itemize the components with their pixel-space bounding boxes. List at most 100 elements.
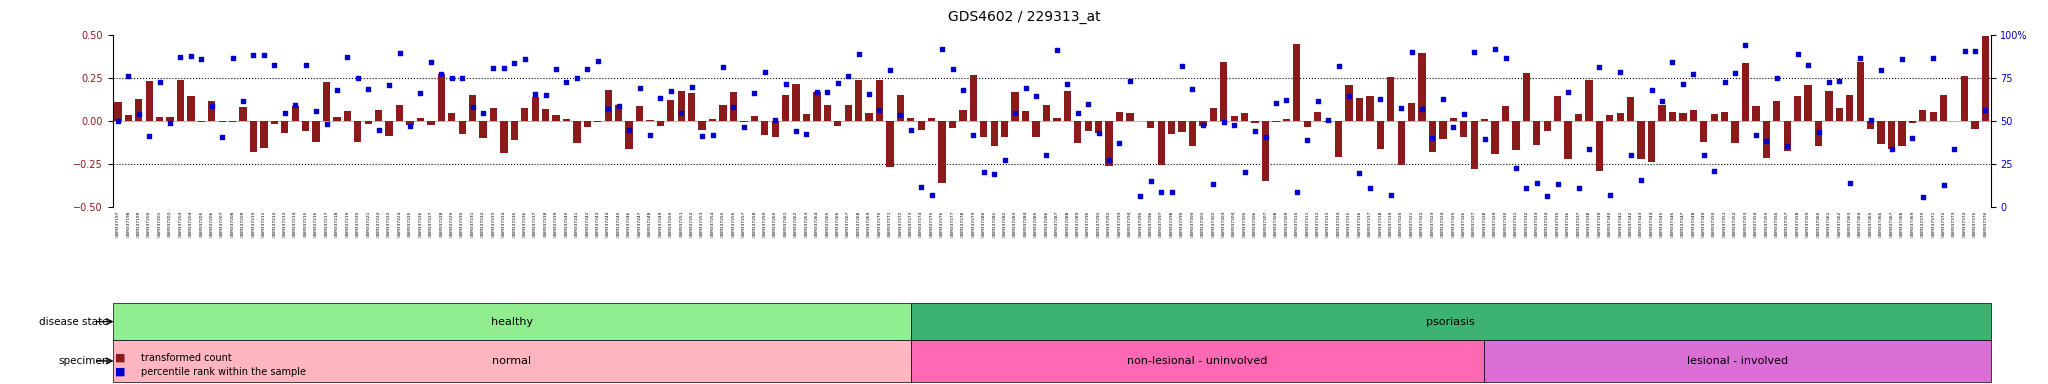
Bar: [553, 115, 559, 121]
Point: [676, 84, 709, 90]
Text: GSM337223: GSM337223: [387, 210, 391, 237]
Bar: [176, 79, 184, 121]
Text: GSM337211: GSM337211: [262, 210, 266, 237]
Bar: [1325, 121, 1331, 122]
Point: [1114, 78, 1147, 84]
Bar: [156, 117, 164, 121]
Text: GSM337339: GSM337339: [1597, 210, 1602, 237]
Bar: [385, 121, 393, 136]
Bar: [1835, 108, 1843, 121]
Bar: [1053, 118, 1061, 121]
Bar: [678, 91, 684, 121]
Bar: [971, 75, 977, 121]
Point: [436, 75, 469, 81]
Point: [1499, 165, 1532, 171]
Bar: [1450, 118, 1456, 121]
Text: GSM337236: GSM337236: [522, 210, 526, 237]
Point: [612, 127, 645, 133]
Bar: [186, 96, 195, 121]
Bar: [1460, 121, 1468, 137]
Text: ■: ■: [115, 353, 125, 363]
Text: non-lesional - uninvolved: non-lesional - uninvolved: [1126, 356, 1268, 366]
Point: [1061, 109, 1094, 116]
Point: [1853, 117, 1886, 123]
Point: [467, 110, 500, 116]
Point: [1384, 104, 1417, 111]
Point: [1270, 97, 1303, 103]
Bar: [1106, 121, 1112, 167]
Point: [1927, 182, 1960, 188]
Point: [1520, 180, 1552, 186]
Text: GDS4602 / 229313_at: GDS4602 / 229313_at: [948, 10, 1100, 23]
Bar: [113, 340, 911, 382]
Point: [1208, 119, 1241, 125]
Text: GSM337352: GSM337352: [1733, 210, 1737, 237]
Bar: [1241, 113, 1249, 121]
Text: GSM337294: GSM337294: [1128, 210, 1133, 237]
Point: [1468, 136, 1501, 142]
Text: GSM337326: GSM337326: [1462, 210, 1466, 237]
Bar: [991, 121, 997, 146]
Text: GSM337355: GSM337355: [1763, 210, 1767, 237]
Point: [424, 71, 457, 77]
Point: [238, 52, 270, 58]
Bar: [250, 121, 258, 152]
Bar: [1720, 112, 1729, 121]
Bar: [1157, 121, 1165, 165]
Text: GSM337309: GSM337309: [1284, 210, 1288, 237]
Bar: [823, 105, 831, 121]
Text: GSM337350: GSM337350: [1712, 210, 1716, 237]
Point: [643, 95, 676, 101]
Bar: [1878, 121, 1884, 144]
Point: [655, 88, 688, 94]
Point: [174, 53, 207, 59]
Text: GSM337268: GSM337268: [856, 210, 860, 237]
Point: [1343, 170, 1376, 177]
Point: [1260, 100, 1292, 106]
Bar: [365, 121, 373, 124]
Text: GSM337376: GSM337376: [1982, 210, 1987, 237]
Point: [1667, 81, 1700, 88]
Bar: [981, 121, 987, 137]
Text: GSM337206: GSM337206: [209, 210, 213, 237]
Text: GSM337226: GSM337226: [418, 210, 422, 237]
Point: [717, 104, 750, 110]
Bar: [1188, 121, 1196, 146]
Text: GSM337261: GSM337261: [784, 210, 788, 237]
Bar: [1511, 121, 1520, 149]
Text: GSM337201: GSM337201: [158, 210, 162, 237]
Bar: [635, 106, 643, 121]
Bar: [1753, 106, 1759, 121]
Bar: [489, 108, 498, 121]
Point: [309, 121, 342, 127]
Text: GSM337347: GSM337347: [1681, 210, 1686, 237]
Bar: [301, 121, 309, 131]
Point: [446, 74, 479, 81]
Text: GSM337351: GSM337351: [1722, 210, 1726, 237]
Point: [1583, 64, 1616, 70]
Point: [1155, 189, 1188, 195]
Bar: [813, 91, 821, 121]
Point: [508, 56, 541, 63]
Text: GSM337213: GSM337213: [283, 210, 287, 237]
Text: GSM337215: GSM337215: [303, 210, 307, 237]
Bar: [1638, 121, 1645, 159]
Bar: [772, 121, 778, 137]
Text: GSM337328: GSM337328: [1483, 210, 1487, 237]
Bar: [1595, 121, 1604, 171]
Text: GSM337279: GSM337279: [971, 210, 975, 237]
Text: GSM337345: GSM337345: [1661, 210, 1665, 237]
Text: GSM337373: GSM337373: [1952, 210, 1956, 237]
Point: [528, 92, 561, 98]
Text: GSM337234: GSM337234: [502, 210, 506, 237]
Bar: [418, 118, 424, 121]
Text: GSM337358: GSM337358: [1796, 210, 1800, 237]
Text: GSM337245: GSM337245: [616, 210, 621, 237]
Point: [707, 64, 739, 70]
Text: GSM337262: GSM337262: [795, 210, 799, 237]
Text: GSM337305: GSM337305: [1243, 210, 1247, 237]
Point: [874, 66, 907, 73]
Bar: [1939, 95, 1948, 121]
Point: [1823, 78, 1855, 84]
Bar: [1386, 77, 1395, 121]
